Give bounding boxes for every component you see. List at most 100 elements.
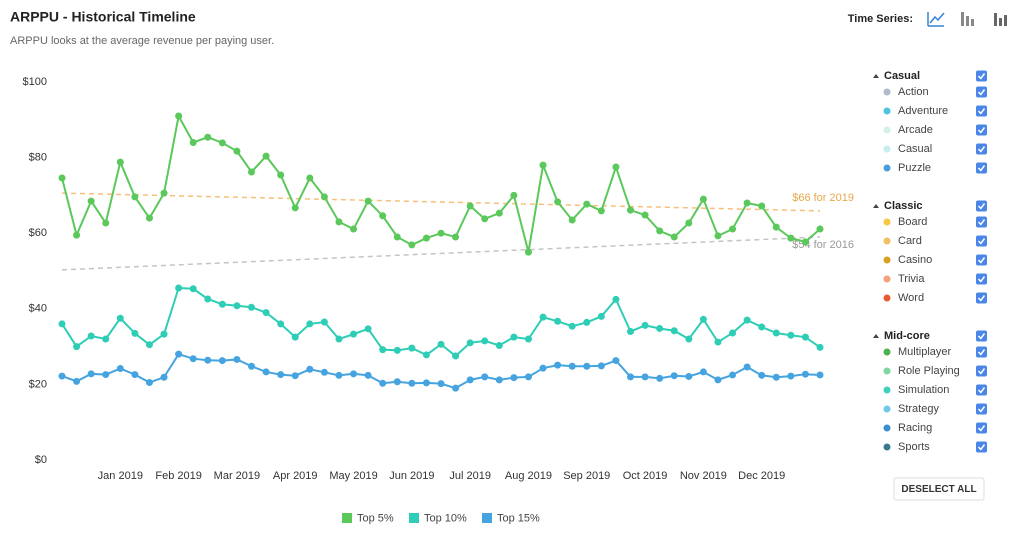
- checkbox[interactable]: [976, 143, 987, 155]
- legend-swatch[interactable]: [342, 513, 352, 523]
- checkmark[interactable]: [977, 406, 986, 413]
- data-point: [160, 330, 168, 338]
- bar-view-icon[interactable]: [994, 13, 1007, 26]
- checkbox[interactable]: [976, 330, 987, 342]
- data-point: [524, 335, 532, 343]
- checkmark[interactable]: [977, 146, 986, 153]
- checkmark[interactable]: [977, 257, 986, 264]
- data-point: [656, 227, 664, 235]
- x-tick-label: Feb 2019: [155, 470, 201, 482]
- checkmark[interactable]: [977, 73, 986, 80]
- checkbox[interactable]: [976, 124, 987, 136]
- checkmark[interactable]: [977, 203, 986, 210]
- group-label: Mid-core: [884, 330, 930, 342]
- checkmark[interactable]: [977, 127, 986, 134]
- checkmark[interactable]: [977, 349, 986, 356]
- stacked-view-icon[interactable]: [961, 12, 974, 26]
- checkbox[interactable]: [976, 70, 987, 82]
- checkbox[interactable]: [976, 365, 987, 377]
- data-point: [641, 373, 649, 381]
- checkmark[interactable]: [977, 368, 986, 375]
- data-point: [422, 379, 430, 387]
- data-point: [320, 368, 328, 376]
- data-point: [583, 200, 591, 208]
- x-tick-label: Jul 2019: [449, 470, 491, 482]
- item-label: Board: [898, 216, 927, 228]
- y-tick-label: $40: [29, 303, 47, 315]
- collapse-arrow[interactable]: [873, 334, 879, 338]
- data-point: [306, 174, 314, 182]
- checkmark[interactable]: [977, 444, 986, 451]
- legend-label[interactable]: Top 15%: [497, 512, 540, 524]
- x-tick-label: Dec 2019: [738, 470, 785, 482]
- data-point: [452, 352, 460, 360]
- data-point: [262, 368, 270, 376]
- legend-swatch[interactable]: [409, 513, 419, 523]
- legend-label[interactable]: Top 5%: [357, 512, 394, 524]
- deselect-button[interactable]: DESELECT ALL: [893, 477, 985, 501]
- data-point: [481, 215, 489, 223]
- checkbox[interactable]: [976, 422, 987, 434]
- line-view-icon[interactable]: [927, 12, 945, 27]
- checkmark[interactable]: [977, 425, 986, 432]
- icon-bar[interactable]: [999, 18, 1002, 26]
- data-point: [787, 372, 795, 380]
- data-point: [568, 322, 576, 330]
- collapse-arrow[interactable]: [873, 204, 879, 208]
- icon-bar[interactable]: [966, 16, 969, 26]
- data-point: [612, 163, 620, 171]
- checkmark[interactable]: [977, 333, 986, 340]
- checkbox[interactable]: [976, 292, 987, 304]
- data-point: [466, 202, 474, 210]
- checkbox[interactable]: [976, 441, 987, 453]
- checkbox[interactable]: [976, 273, 987, 285]
- checkbox[interactable]: [976, 254, 987, 266]
- icon-bar[interactable]: [994, 13, 997, 26]
- checkmark[interactable]: [977, 387, 986, 394]
- data-point: [233, 147, 241, 155]
- checkbox[interactable]: [976, 346, 987, 358]
- checkmark[interactable]: [977, 89, 986, 96]
- item-label: Action: [898, 86, 929, 98]
- data-point: [102, 335, 110, 343]
- checkbox[interactable]: [976, 200, 987, 212]
- data-point: [641, 321, 649, 329]
- checkmark[interactable]: [977, 219, 986, 226]
- checkbox[interactable]: [976, 235, 987, 247]
- checkbox[interactable]: [976, 216, 987, 228]
- checkbox[interactable]: [976, 384, 987, 396]
- data-point: [145, 379, 153, 387]
- data-point: [670, 372, 678, 380]
- checkbox[interactable]: [976, 86, 987, 98]
- legend-label[interactable]: Top 10%: [424, 512, 467, 524]
- checkmark[interactable]: [977, 276, 986, 283]
- x-tick-label: Apr 2019: [273, 470, 318, 482]
- data-point: [612, 295, 620, 303]
- item-dot: [883, 294, 891, 302]
- item-dot: [883, 348, 891, 356]
- checkbox[interactable]: [976, 162, 987, 174]
- checkbox[interactable]: [976, 105, 987, 117]
- checkbox[interactable]: [976, 403, 987, 415]
- button-label[interactable]: DESELECT ALL: [901, 484, 976, 495]
- data-point: [656, 374, 664, 382]
- line-icon[interactable]: [927, 12, 945, 27]
- checkmark[interactable]: [977, 238, 986, 245]
- data-point: [102, 371, 110, 379]
- data-point: [160, 189, 168, 197]
- icon-bar[interactable]: [961, 12, 964, 26]
- data-point: [685, 372, 693, 380]
- data-point: [393, 233, 401, 241]
- collapse-arrow[interactable]: [873, 74, 879, 78]
- data-point: [335, 218, 343, 226]
- legend-swatch[interactable]: [482, 513, 492, 523]
- button-box[interactable]: [893, 477, 985, 501]
- data-point: [204, 133, 212, 141]
- data-point: [481, 373, 489, 381]
- x-tick-label: Mar 2019: [214, 470, 260, 482]
- checkmark[interactable]: [977, 165, 986, 172]
- icon-bar[interactable]: [971, 19, 974, 26]
- checkmark[interactable]: [977, 295, 986, 302]
- checkmark[interactable]: [977, 108, 986, 115]
- icon-bar[interactable]: [1004, 15, 1007, 26]
